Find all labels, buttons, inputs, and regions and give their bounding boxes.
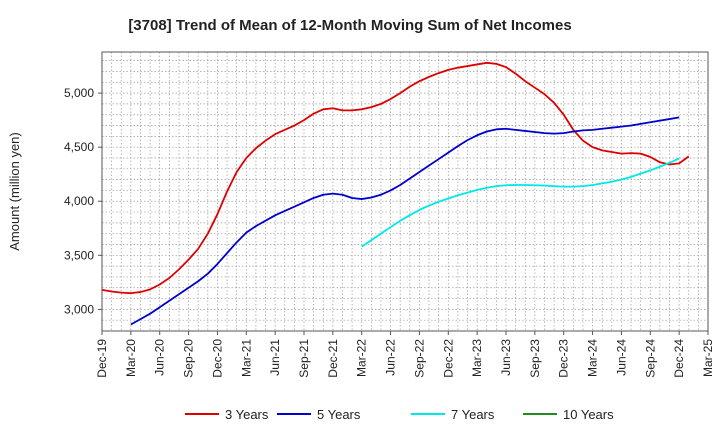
plot-area (101, 51, 709, 332)
x-tick-label: Mar-25 (701, 339, 715, 377)
x-tick-label: Sep-24 (643, 339, 657, 378)
y-tick-label: 4,500 (64, 140, 94, 154)
y-axis-ticks: 3,000 3,500 4,000 4,500 5,000 (64, 86, 102, 316)
x-tick-label: Dec-20 (210, 339, 224, 378)
x-tick-label: Dec-23 (557, 339, 571, 378)
x-tick-label: Jun-23 (499, 339, 513, 376)
x-tick-label: Mar-20 (124, 339, 138, 377)
chart-title: [3708] Trend of Mean of 12-Month Moving … (128, 17, 571, 34)
x-tick-label: Jun-22 (384, 339, 398, 376)
legend-label: 10 Years (563, 407, 614, 422)
x-tick-label: Mar-21 (239, 339, 253, 377)
y-tick-label: 4,000 (64, 194, 94, 208)
series-lines (101, 61, 690, 326)
series-line-7-years (361, 157, 680, 248)
x-tick-label: Mar-23 (470, 339, 484, 377)
legend: 3 Years 5 Years 7 Years 10 Years (185, 407, 614, 422)
x-tick-label: Sep-22 (412, 339, 426, 378)
x-tick-label: Sep-20 (182, 339, 196, 378)
x-tick-label: Jun-24 (614, 339, 628, 376)
x-tick-label: Mar-22 (355, 339, 369, 377)
x-tick-label: Dec-19 (95, 339, 109, 378)
series-line-3-years (101, 61, 690, 295)
x-tick-label: Jun-21 (268, 339, 282, 376)
legend-label: 3 Years (225, 407, 269, 422)
grid (101, 52, 709, 332)
x-tick-label: Dec-22 (441, 339, 455, 378)
series-line-5-years (130, 116, 680, 326)
legend-label: 7 Years (451, 407, 495, 422)
x-axis-ticks: Dec-19 Mar-20 Jun-20 Sep-20 Dec-20 Mar-21 Jun-… (95, 331, 715, 378)
y-axis-label: Amount (million yen) (7, 132, 22, 251)
x-tick-label: Jun-20 (153, 339, 167, 376)
y-tick-label: 3,500 (64, 248, 94, 262)
x-tick-label: Dec-21 (326, 339, 340, 378)
x-tick-label: Mar-24 (586, 339, 600, 377)
y-tick-label: 3,000 (64, 302, 94, 316)
x-tick-label: Dec-24 (672, 339, 686, 378)
x-tick-label: Sep-23 (528, 339, 542, 378)
legend-label: 5 Years (317, 407, 361, 422)
x-tick-label: Sep-21 (297, 339, 311, 378)
y-tick-label: 5,000 (64, 86, 94, 100)
